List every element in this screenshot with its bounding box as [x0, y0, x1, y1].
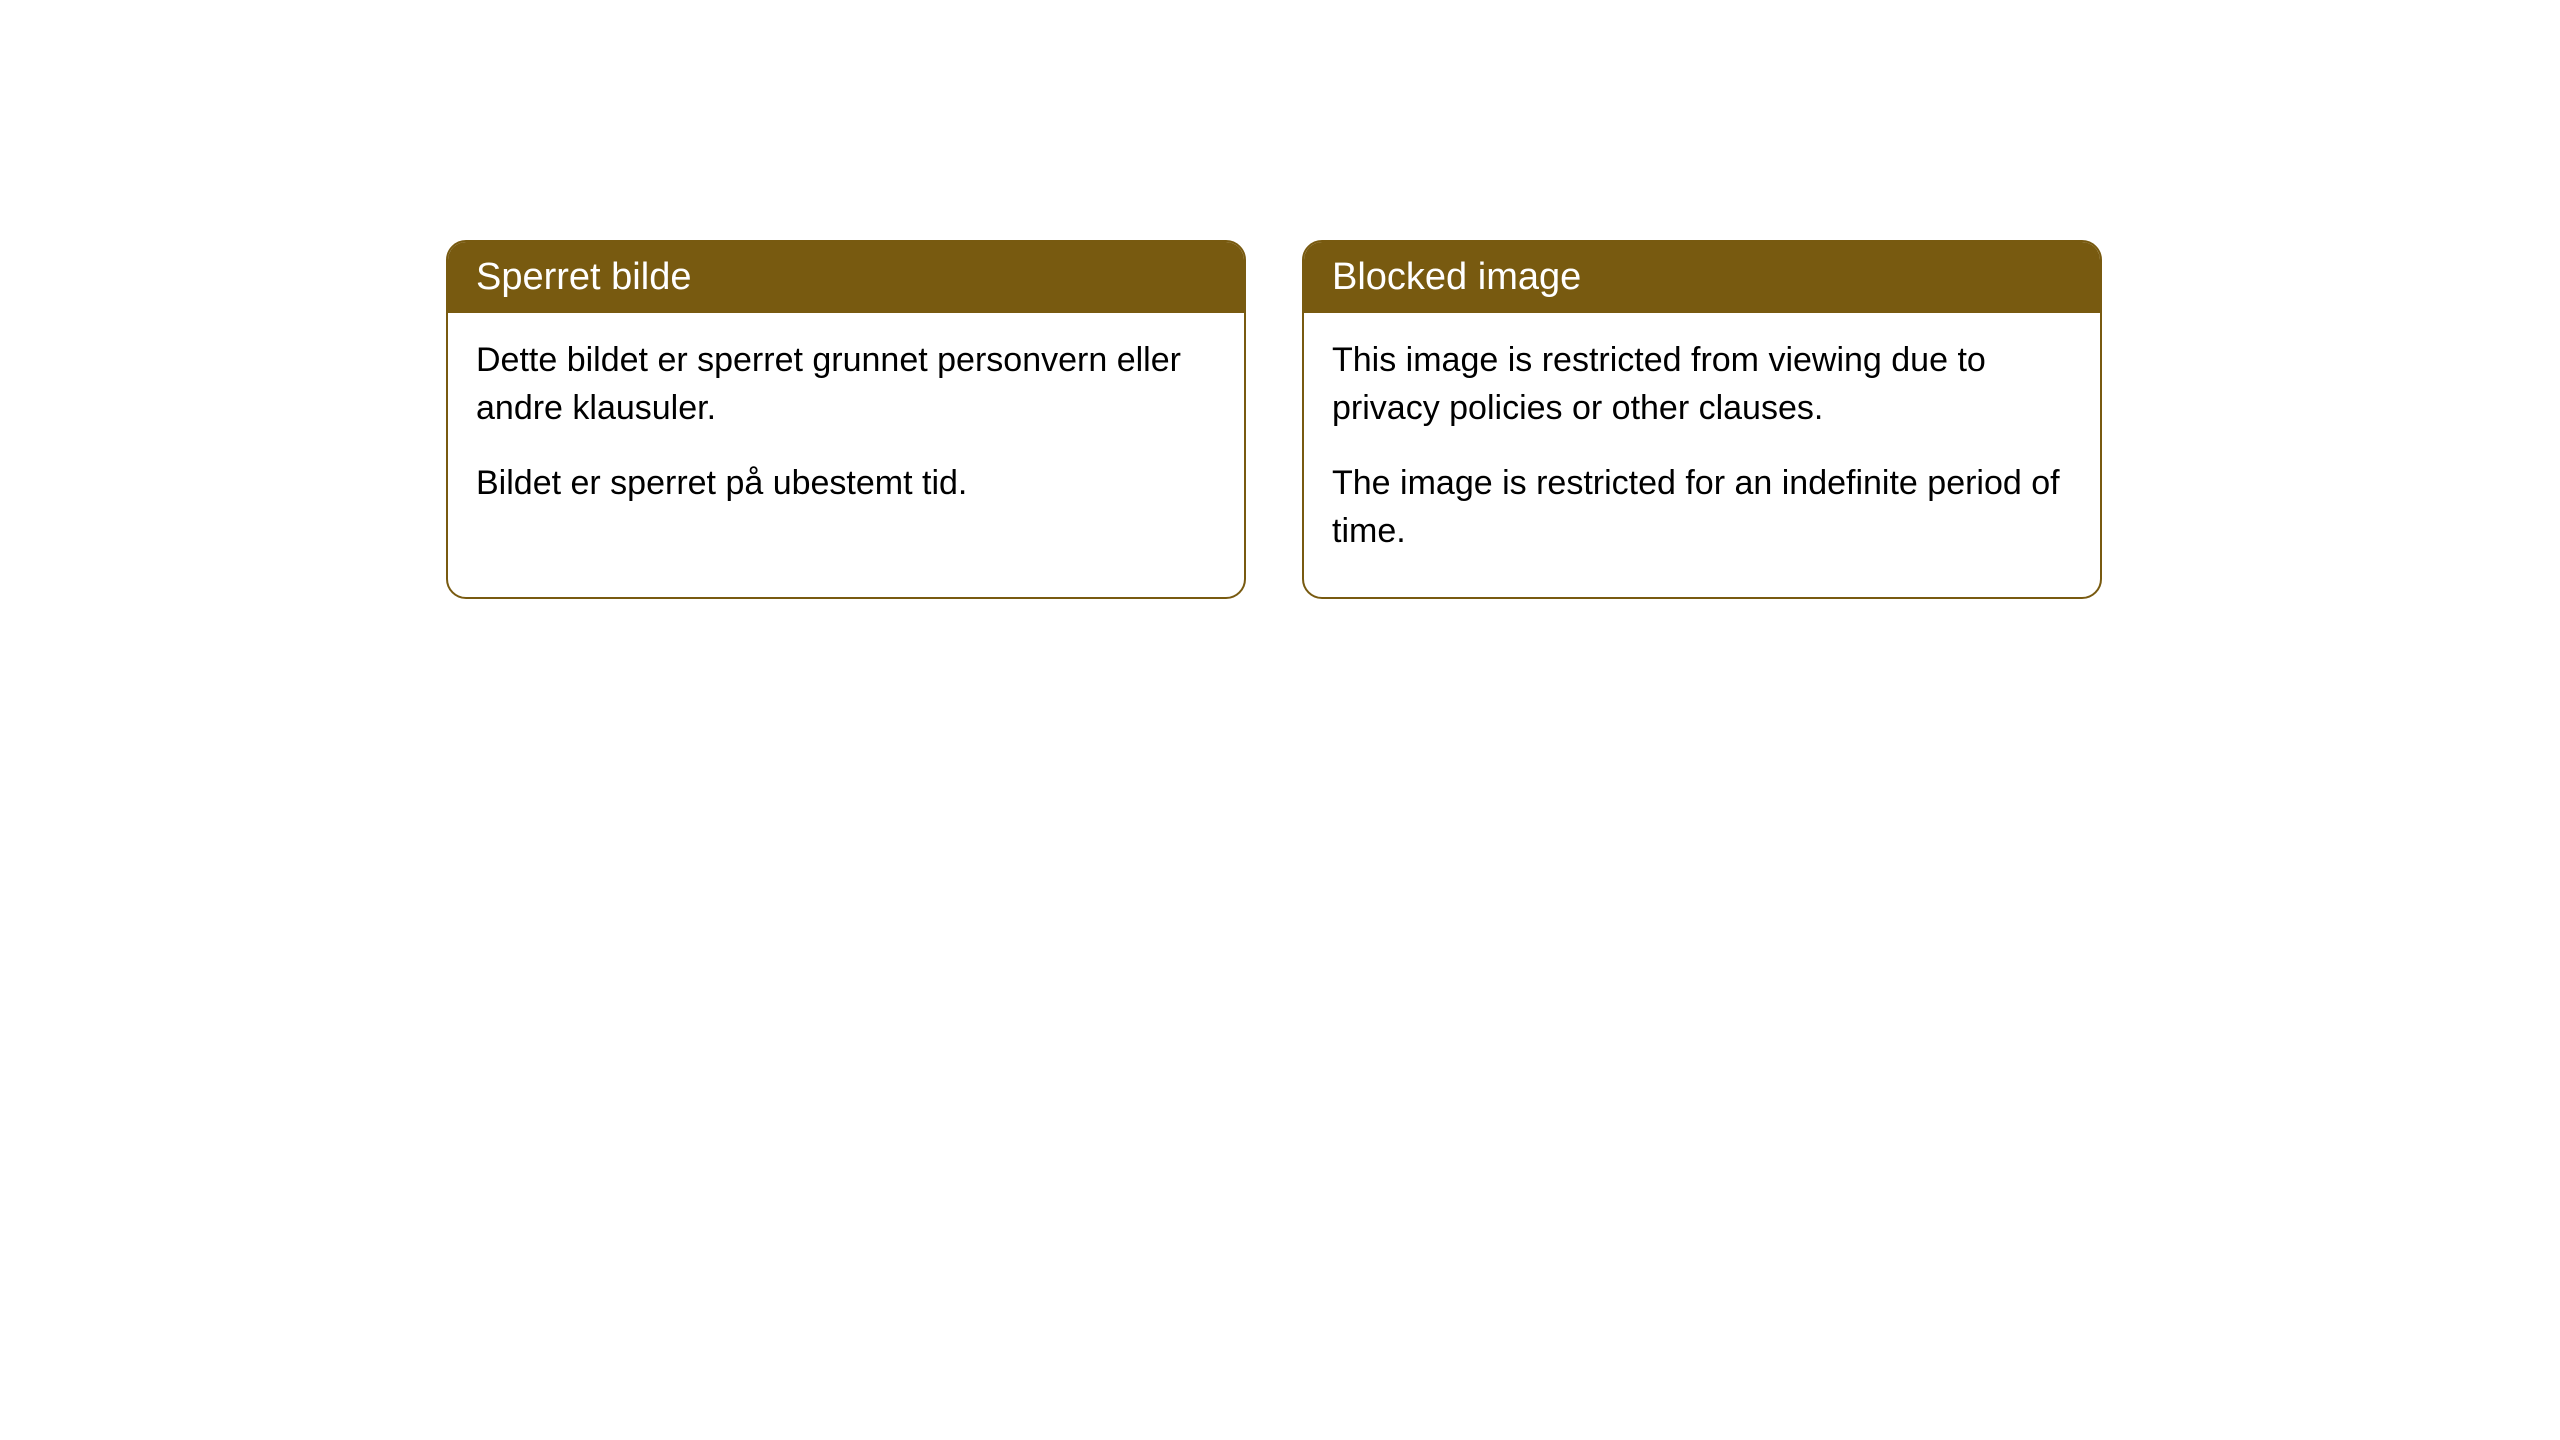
card-paragraph-1: This image is restricted from viewing du… — [1332, 337, 2072, 432]
card-title: Blocked image — [1332, 256, 1581, 298]
card-body-norwegian: Dette bildet er sperret grunnet personve… — [448, 313, 1244, 550]
card-header-english: Blocked image — [1304, 242, 2100, 313]
card-paragraph-1: Dette bildet er sperret grunnet personve… — [476, 337, 1216, 432]
card-paragraph-2: The image is restricted for an indefinit… — [1332, 460, 2072, 555]
card-paragraph-2: Bildet er sperret på ubestemt tid. — [476, 460, 1216, 508]
card-body-english: This image is restricted from viewing du… — [1304, 313, 2100, 597]
card-title: Sperret bilde — [476, 256, 691, 298]
blocked-image-card-norwegian: Sperret bilde Dette bildet er sperret gr… — [446, 240, 1246, 599]
notice-cards-container: Sperret bilde Dette bildet er sperret gr… — [446, 240, 2102, 599]
card-header-norwegian: Sperret bilde — [448, 242, 1244, 313]
blocked-image-card-english: Blocked image This image is restricted f… — [1302, 240, 2102, 599]
